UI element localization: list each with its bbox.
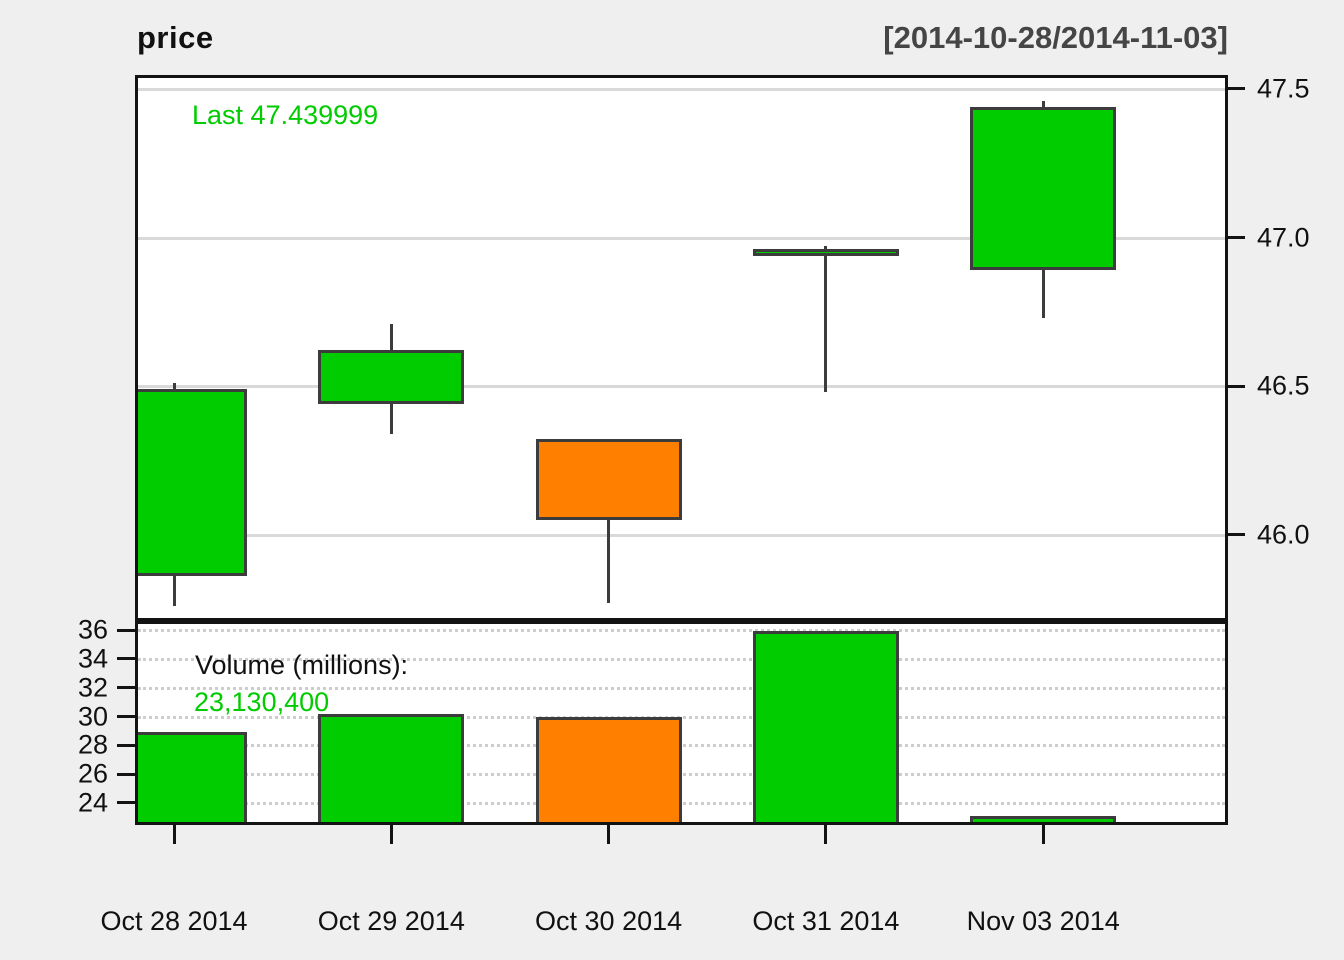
volume-tick bbox=[117, 801, 135, 805]
price-tick-label: 47.5 bbox=[1257, 73, 1310, 104]
volume-tick bbox=[117, 743, 135, 747]
date-range-label: [2014-10-28/2014-11-03] bbox=[883, 20, 1228, 55]
x-tick bbox=[1041, 825, 1045, 844]
volume-bar bbox=[535, 716, 682, 822]
volume-tick-label: 28 bbox=[77, 729, 108, 760]
price-gridline bbox=[138, 533, 1225, 537]
volume-gridline bbox=[138, 657, 1225, 661]
price-tick bbox=[1228, 236, 1245, 239]
volume-bar bbox=[318, 713, 465, 822]
volume-tick-label: 24 bbox=[77, 787, 108, 818]
date-label: Oct 30 2014 bbox=[535, 906, 683, 936]
volume-tick bbox=[117, 715, 135, 718]
volume-tick bbox=[117, 686, 135, 690]
x-tick bbox=[607, 825, 611, 844]
price-gridline bbox=[138, 87, 1225, 91]
volume-tick-label: 32 bbox=[77, 672, 108, 703]
price-panel bbox=[135, 75, 1228, 621]
date-label: Oct 29 2014 bbox=[317, 906, 465, 936]
candle bbox=[318, 350, 465, 404]
candle bbox=[970, 106, 1117, 271]
volume-tick-label: 34 bbox=[77, 643, 108, 674]
price-tick bbox=[1228, 533, 1245, 537]
volume-tick bbox=[117, 628, 135, 632]
x-tick bbox=[389, 825, 393, 844]
volume-plot-area bbox=[138, 624, 1225, 822]
price-tick bbox=[1228, 87, 1245, 91]
volume-bar bbox=[970, 815, 1117, 822]
last-price-label: Last 47.439999 bbox=[192, 100, 379, 130]
volume-tick-label: 26 bbox=[77, 758, 108, 789]
x-tick bbox=[824, 825, 828, 844]
volume-gridline bbox=[138, 629, 1225, 633]
volume-panel bbox=[135, 621, 1228, 825]
volume-tick bbox=[117, 772, 135, 776]
volume-bar bbox=[138, 732, 247, 822]
volume-value-label: 23,130,400 bbox=[194, 687, 330, 717]
volume-bar bbox=[752, 631, 899, 822]
price-gridline bbox=[138, 236, 1225, 240]
price-gridline bbox=[138, 385, 1225, 389]
price-tick bbox=[1228, 384, 1245, 388]
candle-wick bbox=[824, 246, 828, 392]
candle bbox=[535, 439, 682, 520]
volume-gridline bbox=[138, 686, 1225, 690]
date-label: Nov 03 2014 bbox=[966, 906, 1120, 936]
volume-tick bbox=[117, 657, 135, 661]
price-tick-label: 46.0 bbox=[1257, 519, 1310, 550]
candle bbox=[138, 388, 247, 577]
candle-wick bbox=[607, 439, 611, 603]
candle bbox=[752, 249, 899, 257]
volume-title-label: Volume (millions): bbox=[195, 650, 409, 680]
volume-tick-label: 36 bbox=[77, 614, 108, 645]
volume-tick-label: 30 bbox=[77, 701, 108, 731]
price-tick-label: 46.5 bbox=[1257, 370, 1310, 401]
price-tick-label: 47.0 bbox=[1257, 222, 1310, 252]
x-tick bbox=[172, 825, 176, 844]
chart-title: price bbox=[137, 20, 214, 55]
price-plot-area bbox=[138, 78, 1225, 618]
date-label: Oct 28 2014 bbox=[100, 906, 248, 936]
date-label: Oct 31 2014 bbox=[752, 906, 900, 936]
